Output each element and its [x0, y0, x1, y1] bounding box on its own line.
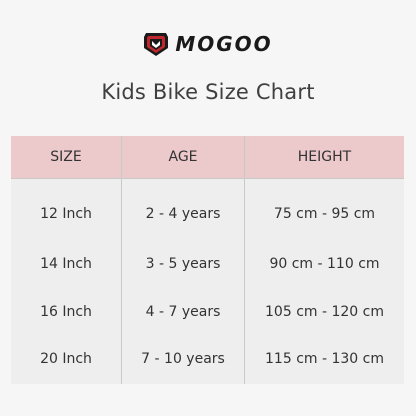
table-cell-height: 115 cm - 130 cm	[265, 351, 384, 367]
column-header-age: AGE	[168, 149, 198, 165]
table-cell-size: 16 Inch	[40, 304, 92, 320]
size-chart-table: SIZE AGE HEIGHT 12 Inch 2 - 4 years 75 c…	[11, 136, 404, 384]
table-cell-age: 2 - 4 years	[145, 206, 221, 222]
table-cell-size: 14 Inch	[40, 256, 92, 272]
brand-logo: MOGOO	[0, 29, 416, 59]
brand-name: MOGOO	[175, 32, 273, 56]
page-title: Kids Bike Size Chart	[101, 80, 315, 104]
column-header-height: HEIGHT	[297, 149, 352, 165]
table-cell-height: 75 cm - 95 cm	[273, 206, 376, 222]
table-cell-age: 7 - 10 years	[141, 351, 225, 367]
table-cell-size: 20 Inch	[40, 351, 92, 367]
column-divider	[244, 136, 245, 384]
column-header-size: SIZE	[50, 149, 82, 165]
table-cell-age: 4 - 7 years	[145, 304, 221, 320]
table-header	[11, 136, 404, 178]
table-cell-size: 12 Inch	[40, 206, 92, 222]
table-cell-height: 90 cm - 110 cm	[269, 256, 380, 272]
mogoo-shield-icon	[144, 33, 169, 56]
column-divider	[121, 136, 122, 384]
header-divider	[11, 178, 404, 179]
table-cell-height: 105 cm - 120 cm	[265, 304, 384, 320]
table-cell-age: 3 - 5 years	[145, 256, 221, 272]
